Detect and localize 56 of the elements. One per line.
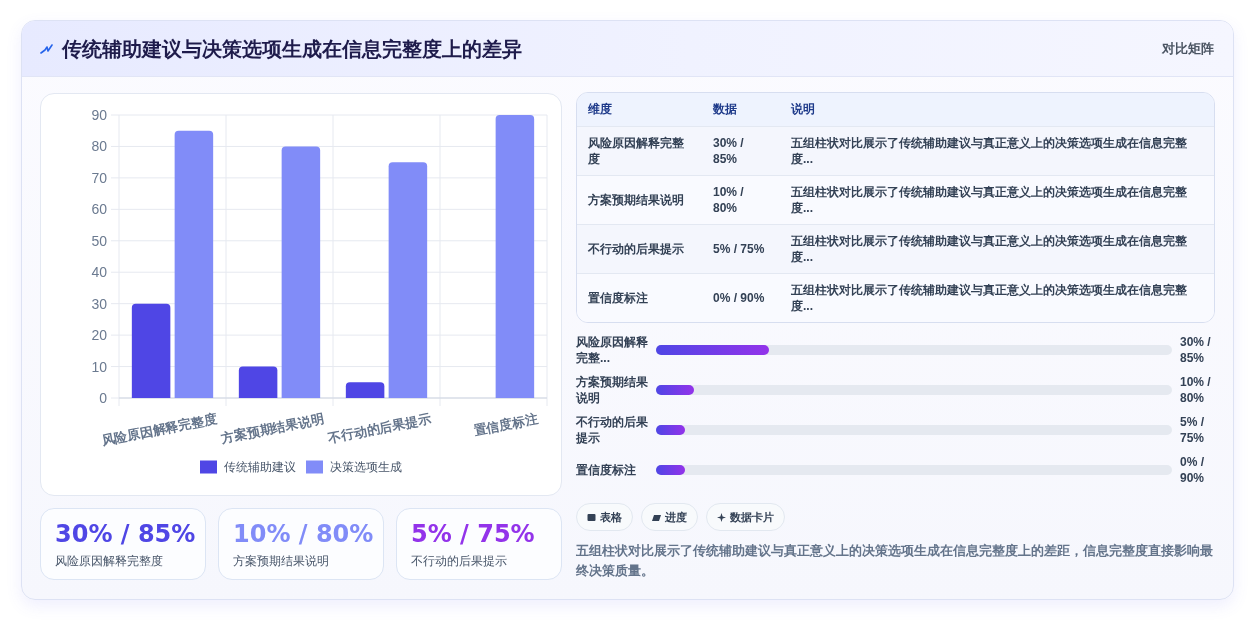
bar [174,130,214,398]
text: 五组柱状对比展示了传统辅助建议与真正意义上的决策选项生成在信息完整度... [791,184,1187,215]
bar [238,366,278,398]
text: 0% / 90% [713,290,765,305]
y-tick-label: 80 [91,138,108,155]
text: 10% / 80% [233,520,374,548]
category-label: 说明 [779,93,1214,126]
text: 五组柱状对比展示了传统辅助建议与真正意义上的决策选项生成在信息完整度... [791,282,1187,313]
text: 五组柱状对比展示了传统辅助建议与真正意义上的决策选项生成在信息完整度... [791,135,1187,166]
text: 5% / 75% [411,520,535,548]
y-tick-label: 20 [91,327,108,344]
category-label: 风险原因解释完整度 [55,553,163,569]
category-label: 方案预期结果说明 [233,553,329,569]
category-label: 维度 [577,93,701,126]
text: 风险原因解释完整度 [588,135,684,166]
category-label: 进度 [665,509,687,525]
x-tick-label: 不行动的后果提示 [326,411,433,446]
text: 对比矩阵 [1162,40,1214,57]
y-tick-label: 60 [91,201,108,218]
y-tick-label: 50 [91,232,108,249]
category-label: 表格 [600,509,622,525]
y-tick-label: 70 [91,169,108,186]
category-label: 数据卡片 [730,509,774,525]
text: 10% / 80% [713,184,744,215]
text: 30% / 85% [713,135,744,166]
y2-tick-label: 5% / 75% [1180,414,1206,446]
y-tick-label: 方案预期结果说明 [576,374,649,406]
x-tick-label: 风险原因解释完整度 [99,411,219,449]
category-label: 数据 [701,93,779,126]
text: 不行动的后果提示 [588,241,684,256]
bar [131,303,171,398]
chart-title: 传统辅助建议与决策选项生成在信息完整度上的差异 [62,37,522,61]
text: 方案预期结果说明 [588,192,684,207]
y-tick-label: 40 [91,264,108,281]
x-tick-label: 方案预期结果说明 [219,411,326,446]
y-tick-label: 90 [91,107,108,123]
y2-tick-label: 30% / 85% [1180,334,1212,366]
category-label: 不行动的后果提示 [411,553,507,569]
y2-tick-label: 0% / 90% [1180,454,1206,486]
y-tick-label: 风险原因解释完整... [576,334,649,366]
bar [388,162,428,398]
y-tick-label: 10 [91,358,108,375]
text: 30% / 85% [55,520,196,548]
text: 五组柱状对比展示了传统辅助建议与真正意义上的决策选项生成在信息完整度上的差距，信息完整度直接影响最终决策质量。 [576,542,1214,580]
bar [495,115,535,398]
x-tick-label: 置信度标注 [471,411,540,439]
legend-label: 传统辅助建议 [224,460,296,474]
y-tick-label: 0 [99,390,108,406]
bar [281,146,321,398]
text: 5% / 75% [713,241,765,256]
text: 五组柱状对比展示了传统辅助建议与真正意义上的决策选项生成在信息完整度... [791,233,1187,264]
y-tick-label: 置信度标注 [576,462,636,478]
legend-label: 决策选项生成 [330,460,402,474]
y2-tick-label: 10% / 80% [1180,374,1212,406]
y-tick-label: 30 [91,295,108,312]
bar [345,382,385,398]
